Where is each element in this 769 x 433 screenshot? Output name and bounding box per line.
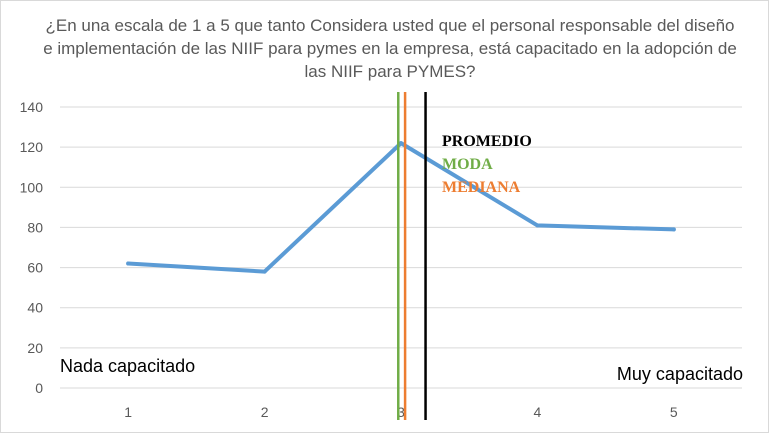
x-tick-label: 3 — [397, 404, 405, 420]
y-tick-label: 60 — [27, 260, 43, 276]
gridlines — [60, 106, 742, 389]
series-group — [126, 141, 676, 274]
y-tick-label: 100 — [20, 179, 44, 195]
legend-label-promedio: PROMEDIO — [442, 133, 532, 150]
y-tick-label: 120 — [20, 139, 44, 155]
data-point — [399, 141, 403, 146]
x-tick-label: 5 — [670, 404, 678, 420]
legend-label-mediana: MEDIANA — [442, 179, 521, 196]
y-tick-label: 140 — [20, 99, 44, 115]
reference-lines — [397, 92, 427, 420]
low-end-label: Nada capacitado — [60, 356, 195, 376]
chart-title: ¿En una escala de 1 a 5 que tanto Consid… — [43, 16, 737, 81]
x-tick-label: 2 — [261, 404, 269, 420]
y-tick-label: 80 — [27, 219, 43, 235]
x-axis-ticks: 1 2 3 4 5 — [124, 404, 678, 420]
data-point — [262, 269, 267, 274]
high-end-label: Muy capacitado — [617, 364, 743, 384]
x-tick-label: 1 — [124, 404, 132, 420]
y-tick-label: 20 — [27, 340, 43, 356]
y-axis-ticks: 0 20 40 60 80 100 120 140 — [20, 99, 44, 396]
y-tick-label: 40 — [27, 300, 43, 316]
series-line — [126, 141, 676, 274]
legend-label-moda: MODA — [442, 156, 493, 173]
data-point — [126, 261, 131, 266]
data-point — [671, 227, 676, 232]
y-tick-label: 0 — [35, 380, 43, 396]
x-tick-label: 4 — [534, 404, 542, 420]
data-point — [535, 223, 540, 228]
reference-legend: PROMEDIO MODA MEDIANA — [442, 133, 532, 196]
